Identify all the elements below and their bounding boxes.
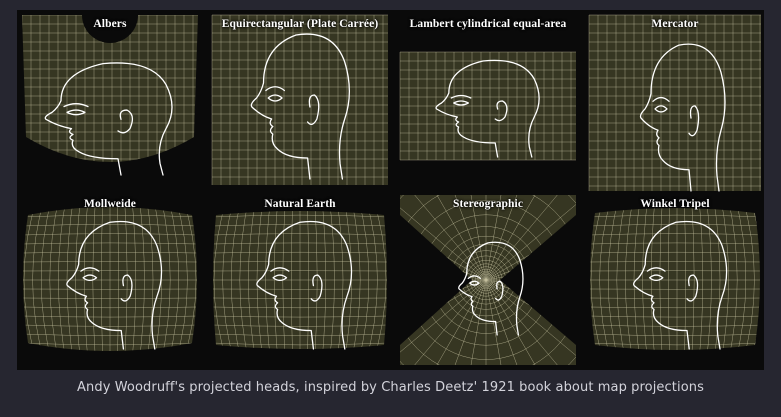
projection-figure: Albers Equirectangular (Plate Carrée) La…	[17, 10, 764, 370]
panel-equirectangular: Equirectangular (Plate Carrée)	[212, 15, 388, 185]
panel-stereographic: Stereographic	[400, 195, 576, 365]
head-outline	[436, 60, 539, 157]
panel-title: Stereographic	[452, 198, 524, 210]
figure-caption: Andy Woodruff's projected heads, inspire…	[77, 380, 704, 395]
head-outline	[251, 34, 349, 179]
panel-natural-earth: Natural Earth	[212, 195, 388, 363]
panel-mollweide: Mollweide	[22, 195, 198, 363]
head-outline	[641, 44, 726, 191]
panel-title: Winkel Tripel	[640, 198, 710, 210]
head-outline	[45, 63, 172, 175]
panel-title: Lambert cylindrical equal-area	[409, 18, 567, 30]
panel-winkel-tripel: Winkel Tripel	[589, 195, 761, 363]
panel-lambert-cylindrical: Lambert cylindrical equal-area	[400, 15, 576, 160]
panel-title: Natural Earth	[264, 198, 336, 210]
panel-mercator: Mercator	[589, 15, 761, 191]
panel-title: Albers	[93, 18, 127, 30]
panel-title: Mercator	[651, 18, 699, 30]
head-outline	[257, 221, 352, 349]
head-outline	[459, 242, 523, 335]
panel-title: Mollweide	[84, 198, 136, 210]
panel-albers: Albers	[22, 15, 198, 175]
panel-title: Equirectangular (Plate Carrée)	[221, 18, 379, 30]
head-outline	[634, 221, 727, 349]
head-outline	[67, 221, 162, 349]
